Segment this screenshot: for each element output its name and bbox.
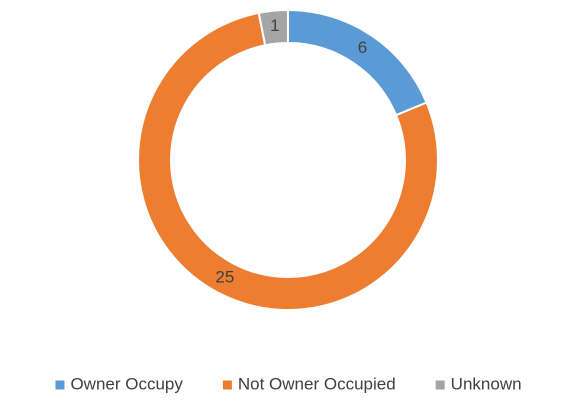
legend-swatch xyxy=(222,380,232,390)
legend-swatch xyxy=(55,380,65,390)
legend-label: Unknown xyxy=(451,374,522,393)
data-label: 6 xyxy=(358,38,367,57)
legend-label: Not Owner Occupied xyxy=(238,374,396,393)
legend-label: Owner Occupy xyxy=(70,374,183,393)
donut-slice xyxy=(287,8,428,117)
data-label: 25 xyxy=(215,268,234,287)
legend-swatch xyxy=(435,380,445,390)
data-label: 1 xyxy=(270,16,279,35)
donut-slice xyxy=(257,8,289,47)
donut-slice xyxy=(137,11,439,311)
